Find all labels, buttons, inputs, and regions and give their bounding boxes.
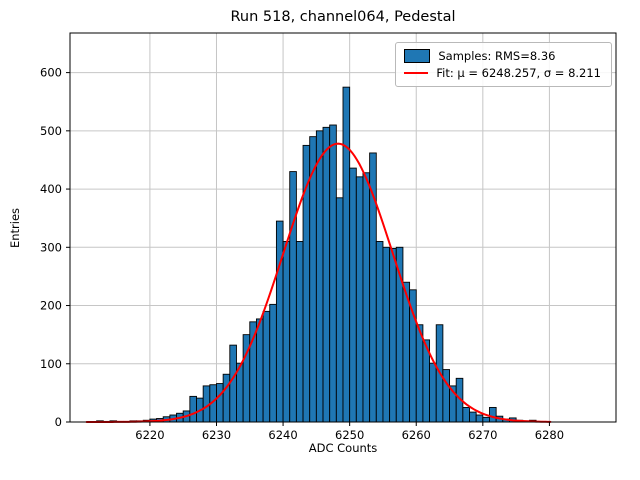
histogram-bar bbox=[269, 303, 277, 423]
legend-row-fit: Fit: μ = 6248.257, σ = 8.211 bbox=[404, 66, 601, 80]
histogram-bar bbox=[222, 373, 231, 423]
x-tick-labels: 6220 6230 6240 6250 6260 6270 6280 bbox=[135, 422, 564, 442]
y-tick-label: 200 bbox=[40, 299, 62, 313]
y-tick-label: 600 bbox=[40, 66, 62, 80]
y-tick-label: 400 bbox=[40, 182, 62, 196]
histogram-bar bbox=[282, 241, 291, 423]
histogram-bar bbox=[322, 126, 331, 423]
histogram-bar bbox=[342, 86, 351, 423]
x-tick-label: 6250 bbox=[335, 428, 364, 442]
legend-row-samples: Samples: RMS=8.36 bbox=[404, 49, 601, 63]
histogram-bar bbox=[315, 130, 324, 423]
y-tick-label: 0 bbox=[55, 415, 62, 429]
legend-label-samples: Samples: RMS=8.36 bbox=[438, 49, 556, 63]
legend-label-fit: Fit: μ = 6248.257, σ = 8.211 bbox=[436, 66, 601, 80]
histogram-bar bbox=[275, 220, 284, 423]
axes-frame bbox=[69, 32, 617, 423]
fit-line-swatch bbox=[404, 71, 429, 75]
histogram-bar bbox=[482, 416, 490, 423]
histogram-patch-swatch bbox=[404, 49, 431, 63]
histogram-bar bbox=[335, 197, 344, 423]
y-tick-label: 100 bbox=[40, 357, 62, 371]
histogram-bar bbox=[415, 324, 424, 423]
x-tick-label: 6270 bbox=[468, 428, 497, 442]
histogram-bar bbox=[229, 344, 237, 423]
chart-title: Run 518, channel064, Pedestal bbox=[230, 9, 456, 25]
legend: Samples: RMS=8.36 Fit: μ = 6248.257, σ =… bbox=[395, 42, 612, 87]
x-tick-label: 6260 bbox=[402, 428, 431, 442]
fit-curve bbox=[85, 142, 552, 423]
x-tick-label: 6280 bbox=[535, 428, 564, 442]
histogram-bar bbox=[462, 406, 470, 423]
histogram-bar bbox=[309, 136, 317, 423]
x-tick-label: 6220 bbox=[135, 428, 164, 442]
histogram-bar bbox=[355, 176, 364, 423]
histogram-bar bbox=[189, 395, 197, 423]
y-tick-label: 500 bbox=[40, 124, 62, 138]
histogram-bar bbox=[389, 248, 397, 423]
histogram-bar bbox=[362, 172, 371, 423]
histogram-bar bbox=[475, 414, 484, 423]
histogram-bar bbox=[409, 289, 417, 423]
histogram-bar bbox=[382, 246, 391, 423]
histogram-bar bbox=[349, 167, 357, 423]
histogram-bar bbox=[469, 411, 477, 423]
histogram-bar bbox=[216, 383, 224, 423]
y-tick-labels: 0 100 200 300 400 500 600 bbox=[40, 66, 70, 429]
fit-curve-group bbox=[85, 142, 552, 423]
histogram-bar bbox=[375, 241, 384, 423]
histogram-bar bbox=[289, 171, 297, 423]
y-tick-label: 300 bbox=[40, 240, 62, 254]
x-tick-label: 6240 bbox=[268, 428, 297, 442]
histogram-bar bbox=[429, 362, 437, 423]
histogram-bar bbox=[489, 406, 497, 423]
y-axis-label: Entries bbox=[8, 207, 22, 249]
histogram-bar bbox=[295, 241, 304, 423]
histogram-bar bbox=[329, 124, 337, 423]
histogram-bars bbox=[96, 86, 544, 423]
x-tick-label: 6230 bbox=[202, 428, 231, 442]
x-axis-label: ADC Counts bbox=[308, 441, 378, 455]
histogram-bar bbox=[262, 310, 271, 423]
histogram-bar bbox=[255, 318, 264, 423]
